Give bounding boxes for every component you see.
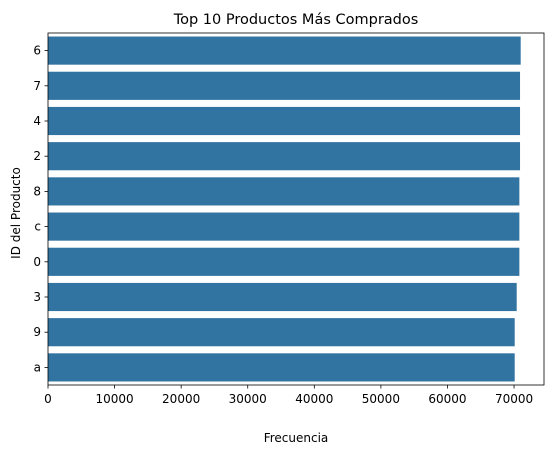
chart-title: Top 10 Productos Más Comprados — [173, 12, 419, 28]
x-tick-label-40000: 40000 — [295, 392, 333, 406]
bar-2 — [48, 142, 521, 171]
y-tick-label-3: 3 — [33, 290, 41, 304]
y-tick-label-4: 4 — [33, 114, 41, 128]
x-tick-label-50000: 50000 — [362, 392, 400, 406]
plot-area: 6 7 4 2 8 c 0 3 9 a 0 10000 20000 30000 40000 50000 6000… — [33, 32, 545, 406]
x-tick-label-60000: 60000 — [428, 392, 466, 406]
bar-8 — [48, 177, 520, 206]
bar-a — [48, 353, 515, 382]
y-tick-label-6: 6 — [33, 44, 41, 58]
y-tick-label-8: 8 — [33, 184, 41, 198]
plot-frame — [47, 32, 545, 386]
bar-9 — [48, 318, 515, 347]
bar-7 — [48, 71, 521, 100]
x-tick-label-70000: 70000 — [495, 392, 533, 406]
x-tick-label-10000: 10000 — [95, 392, 133, 406]
y-tick-label-0: 0 — [33, 255, 41, 269]
y-tick-label-c: c — [34, 220, 41, 234]
y-tick-label-7: 7 — [33, 79, 41, 93]
y-tick-label-2: 2 — [33, 149, 41, 163]
x-axis-label: Frecuencia — [264, 431, 329, 445]
x-tick-label-20000: 20000 — [162, 392, 200, 406]
y-axis-label: ID del Producto — [9, 167, 23, 259]
bar-4 — [48, 106, 521, 136]
y-tick-label-a: a — [34, 360, 41, 374]
bar-3 — [48, 282, 517, 312]
x-tick-label-30000: 30000 — [229, 392, 267, 406]
y-tick-label-9: 9 — [33, 325, 41, 339]
bar-6 — [48, 36, 521, 65]
x-tick-label-0: 0 — [44, 392, 52, 406]
bar-0 — [48, 247, 520, 276]
bar-c — [48, 212, 520, 241]
